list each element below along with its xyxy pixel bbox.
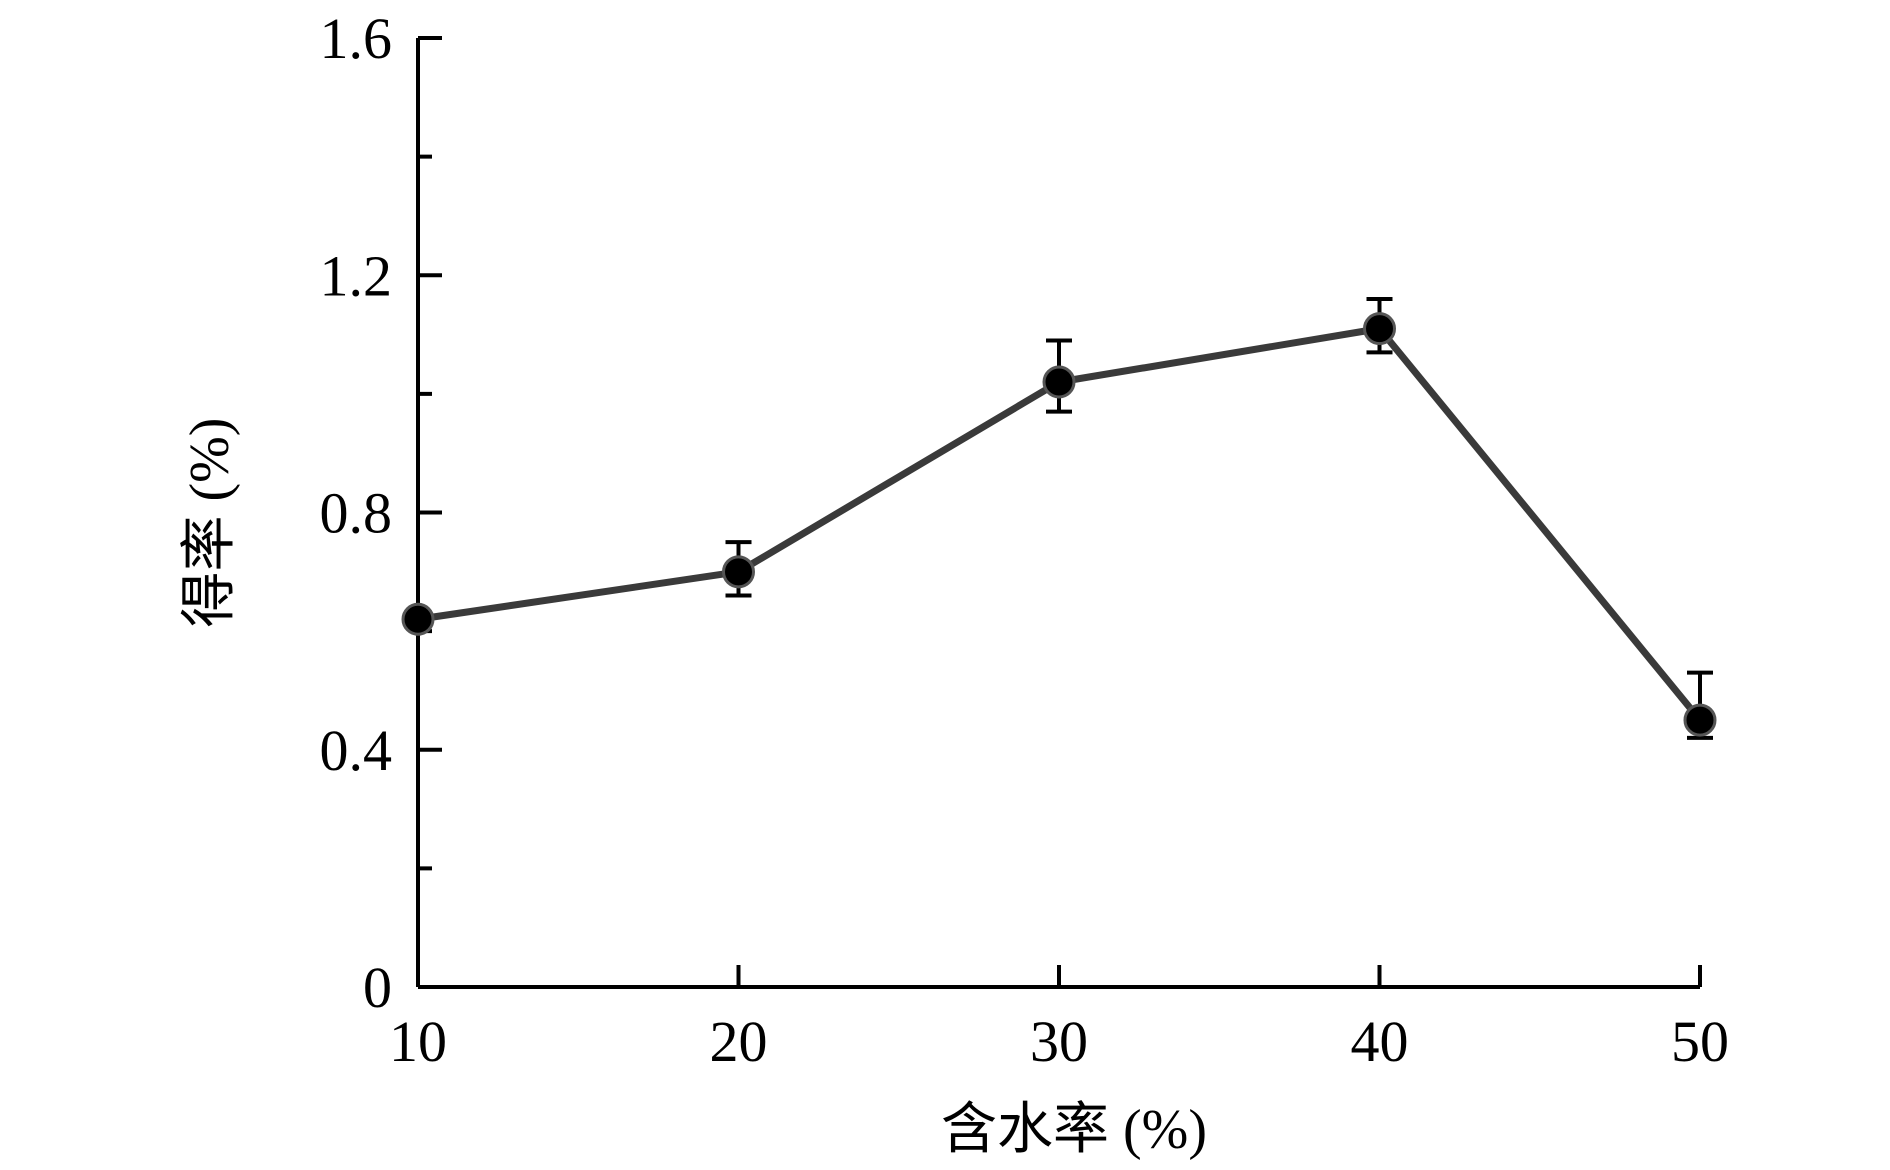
data-point xyxy=(1042,365,1076,399)
y-ticks: 0 0.4 0.8 1.2 1.6 xyxy=(320,6,442,1020)
data-point xyxy=(401,602,435,636)
y-tick-label: 0.4 xyxy=(320,718,393,783)
y-axis-title: 得率 (%) xyxy=(179,418,241,628)
y-tick-label: 1.6 xyxy=(320,6,393,71)
series-layer xyxy=(401,296,1717,740)
x-ticks: 10 20 30 40 50 xyxy=(389,965,1729,1074)
y-tick-label: 1.2 xyxy=(320,243,393,308)
data-point xyxy=(1683,703,1717,737)
x-tick-label: 20 xyxy=(710,1009,768,1074)
axes xyxy=(416,38,1700,989)
x-axis-title: 含水率 (%) xyxy=(941,1099,1207,1161)
data-point xyxy=(722,555,755,589)
data-point xyxy=(1363,312,1396,346)
x-tick-label: 50 xyxy=(1671,1009,1729,1074)
y-tick-label: 0.8 xyxy=(320,481,393,546)
x-tick-label: 10 xyxy=(389,1009,447,1074)
y-tick-label: 0 xyxy=(363,955,392,1020)
x-tick-label: 40 xyxy=(1351,1009,1409,1074)
x-tick-label: 30 xyxy=(1030,1009,1088,1074)
